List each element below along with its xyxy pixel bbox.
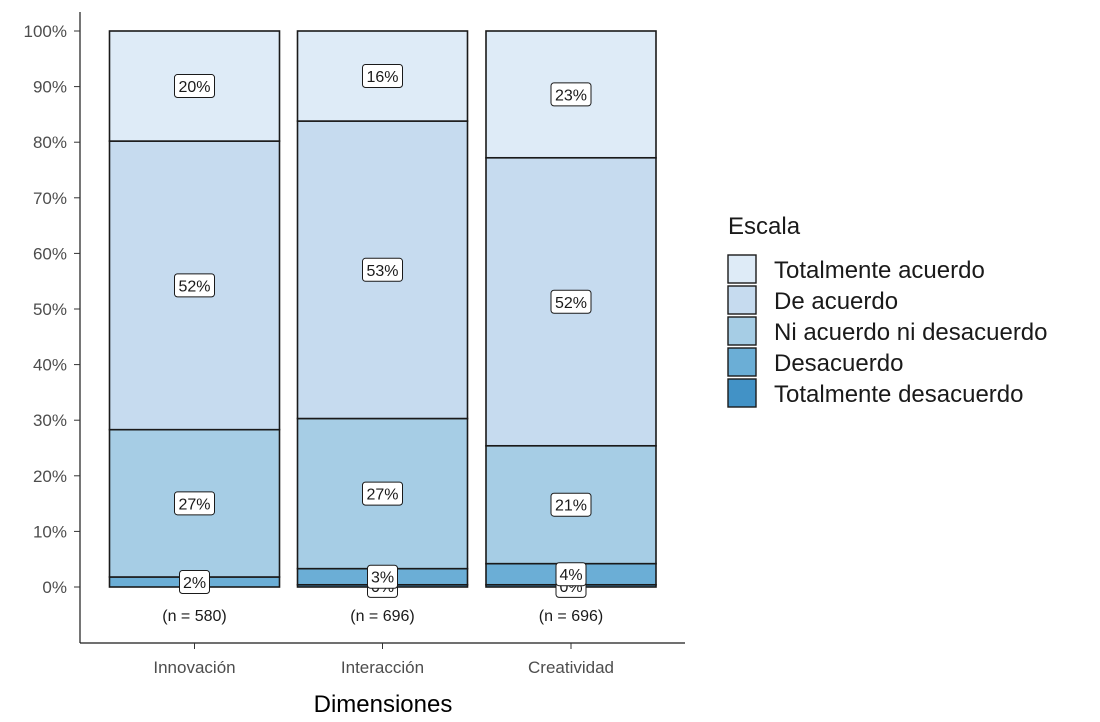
segment-label-text: 52% [555, 295, 587, 312]
legend-swatch [727, 316, 757, 346]
segment-label-text: 53% [366, 263, 398, 280]
x-tick-label: Interacción [341, 658, 424, 677]
legend-item: Totalmente desacuerdo [727, 378, 1024, 408]
y-tick-label: 10% [33, 522, 67, 541]
segment-label-text: 27% [366, 487, 398, 504]
segment-label: 52% [550, 289, 592, 314]
y-tick-label: 50% [33, 300, 67, 319]
y-tick-label: 30% [33, 411, 67, 430]
segment-label-box [362, 257, 403, 282]
axes-layer: 0% 10% 20% 30% 40% 50% 60% 70% 80% 90% 100% Innovac… [24, 12, 685, 677]
legend-swatch [727, 254, 757, 284]
y-tick-label: 90% [33, 78, 67, 97]
y-tick-label: 70% [33, 189, 67, 208]
legend-item: Desacuerdo [727, 347, 903, 377]
legend-title: Escala [728, 213, 801, 240]
segment-labels-layer: (n = 580)(n = 696)(n = 696)2%27%52%20%0%… [162, 64, 603, 625]
segment-label-box [550, 492, 592, 517]
segment-label: 52% [174, 273, 215, 298]
x-tick-label: Innovación [153, 658, 235, 677]
segment-label-box [362, 64, 403, 89]
legend-swatch [727, 378, 757, 408]
y-tick-label: 100% [24, 22, 67, 41]
segment-label-text: 16% [366, 69, 398, 86]
segment-label: 27% [362, 481, 403, 506]
segment-label-text: 3% [371, 570, 394, 587]
segment-label-box [550, 82, 592, 107]
y-tick-label: 80% [33, 133, 67, 152]
segment-label-box [174, 491, 215, 516]
segment-label-text: 52% [178, 278, 210, 295]
legend-item: Ni acuerdo ni desacuerdo [727, 316, 1048, 346]
segment-label: 2% [179, 569, 210, 594]
segment-label-text: 4% [559, 567, 582, 584]
legend-item: Totalmente acuerdo [727, 254, 985, 284]
segment-label-box [550, 289, 592, 314]
segment-label-box [362, 481, 403, 506]
legend-label: Totalmente desacuerdo [774, 381, 1024, 408]
x-axis-title: Dimensiones [314, 691, 453, 718]
legend-label: De acuerdo [774, 288, 898, 315]
legend-label: Totalmente acuerdo [774, 257, 985, 284]
y-tick-label: 0% [42, 578, 67, 597]
segment-label-box [174, 74, 215, 99]
segment-label: 21% [550, 492, 592, 517]
legend-swatch [727, 347, 757, 377]
x-tick-label: Creatividad [528, 658, 614, 677]
segment-label-text: 23% [555, 87, 587, 104]
sample-size-label: (n = 580) [162, 608, 226, 625]
segment-label-box [174, 273, 215, 298]
segment-label: 4% [555, 562, 587, 587]
y-tick-label: 60% [33, 244, 67, 263]
sample-size-label: (n = 696) [539, 608, 603, 625]
legend-item: De acuerdo [727, 285, 898, 315]
segment-label-text: 27% [178, 496, 210, 513]
segment-label-text: 20% [178, 79, 210, 96]
segment-label: 53% [362, 257, 403, 282]
segment-label-text: 2% [183, 575, 206, 592]
legend-swatch [727, 285, 757, 315]
legend-label: Ni acuerdo ni desacuerdo [774, 319, 1048, 346]
y-tick-label: 40% [33, 356, 67, 375]
segment-label: 23% [550, 82, 592, 107]
segment-label: 3% [367, 564, 398, 589]
legend-label: Desacuerdo [774, 350, 903, 377]
segment-label: 16% [362, 64, 403, 89]
sample-size-label: (n = 696) [350, 608, 414, 625]
segment-label-box [555, 562, 587, 587]
segment-label-box [367, 564, 398, 589]
segment-label: 20% [174, 74, 215, 99]
segment-label-text: 21% [555, 498, 587, 515]
segment-label: 27% [174, 491, 215, 516]
segment-label-box [179, 569, 210, 594]
legend: Escala Totalmente acuerdo De acuerdo Ni ac… [727, 213, 1048, 408]
y-tick-label: 20% [33, 467, 67, 486]
